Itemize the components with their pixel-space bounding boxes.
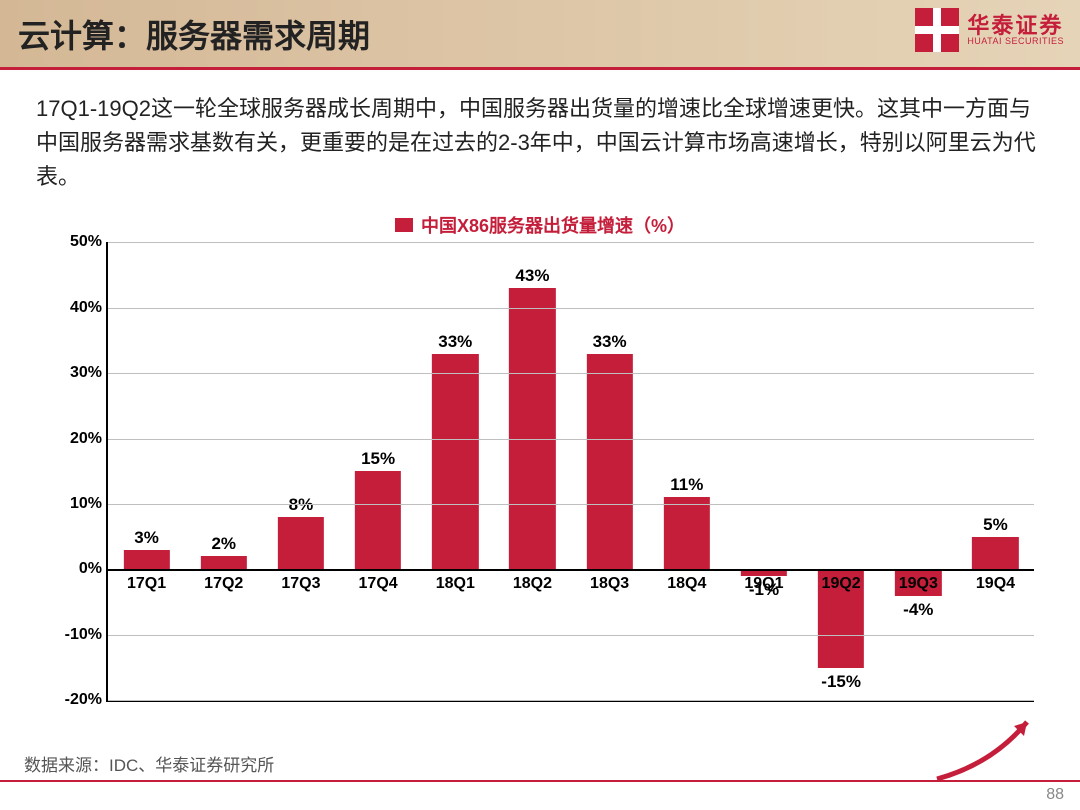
logo: 华泰证券 HUATAI SECURITIES: [915, 8, 1064, 52]
grid-line: [108, 700, 1034, 701]
bar-value-label: 2%: [211, 534, 236, 554]
grid-line: [108, 373, 1034, 374]
grid-line: [108, 504, 1034, 505]
bar-value-label: -4%: [903, 600, 933, 620]
y-tick-label: 30%: [70, 364, 102, 382]
y-tick-label: 40%: [70, 299, 102, 317]
footer-divider: [0, 780, 1080, 782]
grid-line: [108, 439, 1034, 440]
bar-value-label: -15%: [821, 672, 861, 692]
bar-slot: 8% 17Q3: [262, 242, 339, 700]
bar: [432, 354, 478, 570]
x-tick-label: 19Q2: [822, 575, 861, 593]
bar-slot: -15% 19Q2: [803, 242, 880, 700]
bar-slot: 3% 17Q1: [108, 242, 185, 700]
bar-value-label: 5%: [983, 515, 1008, 535]
page-number: 88: [1046, 786, 1064, 804]
logo-en: HUATAI SECURITIES: [967, 37, 1064, 46]
logo-icon: [915, 8, 959, 52]
bar-slot: 33% 18Q1: [417, 242, 494, 700]
bar-slot: 15% 17Q4: [340, 242, 417, 700]
x-tick-label: 18Q3: [590, 575, 629, 593]
x-tick-label: 17Q2: [204, 575, 243, 593]
page-title: 云计算：服务器需求周期: [18, 11, 370, 57]
x-tick-label: 19Q1: [744, 575, 783, 593]
bar-slot: 11% 18Q4: [648, 242, 725, 700]
slide: 云计算：服务器需求周期 华泰证券 HUATAI SECURITIES 17Q1-…: [0, 0, 1080, 810]
grid-line: [108, 635, 1034, 636]
x-tick-label: 18Q2: [513, 575, 552, 593]
x-tick-label: 18Q1: [436, 575, 475, 593]
y-tick-label: 10%: [70, 495, 102, 513]
x-tick-label: 17Q1: [127, 575, 166, 593]
description-text: 17Q1-19Q2这一轮全球服务器成长周期中，中国服务器出货量的增速比全球增速更…: [0, 70, 1080, 204]
x-tick-label: 17Q3: [281, 575, 320, 593]
x-tick-label: 18Q4: [667, 575, 706, 593]
header: 云计算：服务器需求周期 华泰证券 HUATAI SECURITIES: [0, 0, 1080, 70]
bar: [972, 537, 1018, 570]
bar-value-label: 33%: [438, 332, 472, 352]
bar-value-label: 15%: [361, 449, 395, 469]
bar: [664, 497, 710, 569]
logo-text: 华泰证券 HUATAI SECURITIES: [967, 15, 1064, 46]
bar-slot: 33% 18Q3: [571, 242, 648, 700]
logo-cn: 华泰证券: [967, 15, 1064, 37]
bar-slot: -4% 19Q3: [880, 242, 957, 700]
chart-legend: 中国X86服务器出货量增速（%）: [395, 212, 685, 238]
bars-container: 3% 17Q1 2% 17Q2 8% 17Q3 15% 17Q4 33% 18Q1 43% 18Q2 3…: [108, 242, 1034, 700]
x-tick-label: 19Q3: [899, 575, 938, 593]
grid-line: [108, 242, 1034, 243]
bar-slot: 2% 17Q2: [185, 242, 262, 700]
bar-value-label: 33%: [593, 332, 627, 352]
bar: [123, 550, 169, 570]
bar: [355, 471, 401, 569]
bar: [201, 556, 247, 569]
x-tick-label: 19Q4: [976, 575, 1015, 593]
grid-line: [108, 308, 1034, 309]
bar-slot: -1%19Q1: [725, 242, 802, 700]
data-source: 数据来源：IDC、华泰证券研究所: [24, 751, 274, 776]
y-tick-label: 20%: [70, 430, 102, 448]
bar-value-label: 8%: [289, 495, 314, 515]
bar-value-label: 3%: [134, 528, 159, 548]
y-tick-label: 50%: [70, 233, 102, 251]
bar-slot: 5% 19Q4: [957, 242, 1034, 700]
legend-swatch: [395, 218, 413, 232]
bar: [278, 517, 324, 569]
legend-label: 中国X86服务器出货量增速（%）: [421, 212, 685, 238]
bar: [586, 354, 632, 570]
bar-slot: 43% 18Q2: [494, 242, 571, 700]
x-tick-label: 17Q4: [359, 575, 398, 593]
y-tick-label: 0%: [79, 560, 102, 578]
bar-value-label: 43%: [515, 266, 549, 286]
plot-area: 3% 17Q1 2% 17Q2 8% 17Q3 15% 17Q4 33% 18Q1 43% 18Q2 3…: [106, 242, 1034, 702]
zero-line: [108, 569, 1034, 571]
bar-value-label: 11%: [670, 475, 703, 495]
y-tick-label: -10%: [65, 626, 102, 644]
arrow-icon: [932, 704, 1052, 784]
bar: [509, 288, 555, 569]
y-tick-label: -20%: [65, 691, 102, 709]
bar-chart: 中国X86服务器出货量增速（%） 3% 17Q1 2% 17Q2 8% 17Q3 15% 17…: [36, 212, 1044, 752]
